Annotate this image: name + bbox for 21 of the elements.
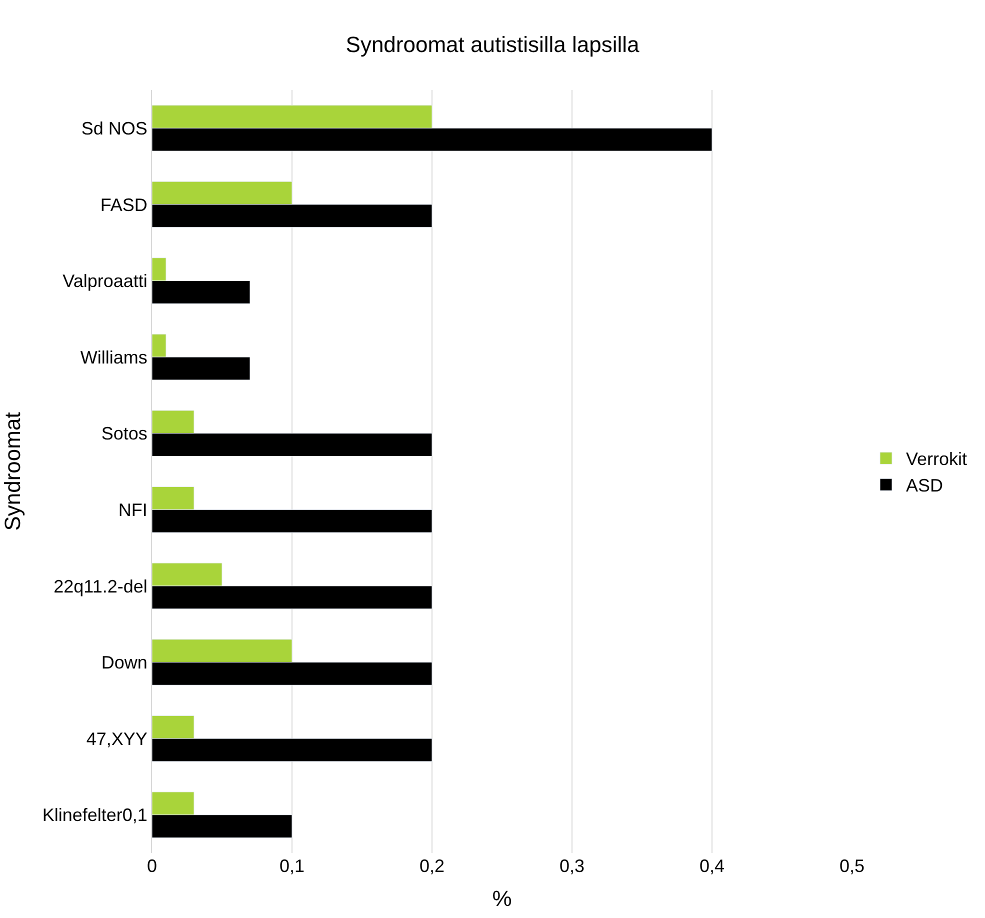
- y-tick-label: Klinefelter0,1: [42, 805, 148, 826]
- y-tick-label: 47,XYY: [86, 728, 148, 749]
- x-tick-label: 0,2: [419, 856, 445, 876]
- y-tick-label: Williams: [80, 347, 148, 368]
- y-tick-label: FASD: [100, 194, 148, 215]
- x-axis-title: %: [492, 886, 512, 911]
- legend-label: ASD: [906, 476, 944, 496]
- y-tick-label: Down: [101, 652, 148, 673]
- y-tick-label: Valproaatti: [62, 271, 148, 292]
- y-tick-label: Sd NOS: [81, 118, 148, 138]
- y-axis-title: Syndroomat: [0, 412, 26, 531]
- x-tick-label: 0,5: [839, 856, 865, 876]
- x-tick-label: 0: [146, 856, 158, 876]
- y-tick-label: NFI: [118, 500, 148, 520]
- x-tick-label: 0,3: [559, 856, 585, 876]
- chart-title: Syndroomat autistisilla lapsilla: [346, 32, 640, 58]
- legend-label: Verrokit: [906, 449, 968, 470]
- x-tick-label: 0,4: [699, 856, 725, 876]
- y-tick-label: Sotos: [101, 424, 148, 444]
- x-tick-label: 0,1: [279, 856, 305, 876]
- y-tick-label: 22q11.2-del: [54, 576, 148, 596]
